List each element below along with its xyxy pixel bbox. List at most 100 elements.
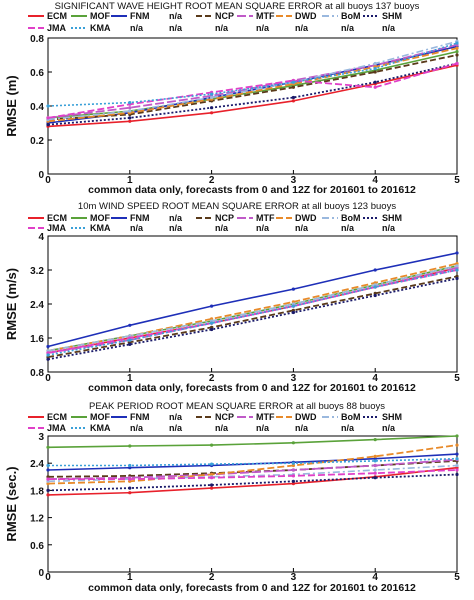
- legend-entry: n/a: [169, 213, 183, 223]
- y-tick-label: 0.8: [30, 368, 44, 379]
- legend-label-na: n/a: [341, 223, 355, 233]
- data-point-jma: [128, 477, 132, 481]
- y-tick-label: 1.2: [30, 514, 44, 525]
- series-line-mtf: [47, 458, 458, 480]
- x-axis-label: common data only, forecasts from 0 and 1…: [88, 184, 416, 196]
- data-point-fnm: [128, 466, 132, 470]
- legend-entry: JMA: [28, 423, 67, 433]
- data-point-kma: [455, 457, 459, 461]
- legend-entry: n/a: [169, 11, 183, 21]
- series-line-ncp: [47, 275, 458, 358]
- y-tick-label: 0.6: [30, 541, 44, 552]
- data-point-ncp: [291, 85, 295, 89]
- data-point-mof: [373, 438, 377, 442]
- legend-entry: n/a: [169, 412, 183, 422]
- data-point-jma: [210, 476, 214, 480]
- legend-entry: n/a: [256, 423, 270, 433]
- y-tick-label: 0: [38, 568, 44, 579]
- data-point-dwd: [46, 482, 50, 486]
- x-tick-label: 0: [45, 175, 51, 186]
- data-point-fnm: [210, 304, 214, 308]
- legend-entry: FNM: [111, 213, 150, 223]
- legend-label: KMA: [90, 23, 111, 33]
- data-point-mof: [128, 444, 132, 448]
- data-point-kma: [210, 321, 214, 325]
- legend-label-na: n/a: [169, 213, 183, 223]
- legend-label: KMA: [90, 423, 111, 433]
- data-point-bom: [455, 463, 459, 468]
- data-point-shm: [291, 95, 295, 100]
- legend-label-na: n/a: [295, 23, 309, 33]
- legend-label: BoM: [341, 213, 361, 223]
- y-axis-label: RMSE (m): [4, 75, 19, 136]
- legend-label: JMA: [47, 23, 67, 33]
- legend-label: KMA: [90, 223, 111, 233]
- series-line-shm: [47, 62, 458, 126]
- legend-entry: n/a: [215, 223, 229, 233]
- y-tick-label: 0.4: [30, 102, 44, 113]
- x-tick-label: 4: [372, 373, 378, 384]
- legend-entry: MTF: [237, 412, 275, 422]
- data-point-fnm: [291, 287, 295, 291]
- data-point-fnm: [128, 323, 132, 327]
- legend-label: ECM: [47, 412, 67, 422]
- data-point-kma: [291, 461, 295, 465]
- data-point-ecm: [291, 99, 295, 103]
- data-point-shm: [210, 327, 214, 332]
- data-point-fnm: [46, 344, 50, 349]
- y-axis-label: RMSE (sec.): [4, 466, 19, 541]
- legend-label-na: n/a: [256, 23, 270, 33]
- data-point-bom: [46, 479, 50, 483]
- legend-label: MOF: [90, 412, 110, 422]
- legend-label-na: n/a: [215, 223, 229, 233]
- x-tick-label: 2: [209, 175, 215, 186]
- legend-entry: n/a: [215, 423, 229, 433]
- legend-entry: KMA: [71, 23, 111, 33]
- x-tick-label: 0: [45, 373, 51, 384]
- x-tick-label: 4: [372, 572, 378, 583]
- legend-entry: SHM: [363, 412, 402, 422]
- legend-label-na: n/a: [382, 423, 396, 433]
- legend-entry: JMA: [28, 23, 67, 33]
- legend-entry: SHM: [363, 11, 402, 21]
- legend-entry: NCP: [196, 412, 234, 422]
- y-tick-label: 3: [38, 432, 44, 443]
- legend-entry: n/a: [256, 23, 270, 33]
- data-point-fnm: [46, 468, 50, 472]
- legend-entry: MTF: [237, 11, 275, 21]
- legend-label-na: n/a: [215, 23, 229, 33]
- legend-entry: BoM: [322, 412, 361, 422]
- legend-entry: KMA: [71, 423, 111, 433]
- series-line-bom: [47, 265, 458, 352]
- data-point-kma: [210, 462, 214, 466]
- y-tick-label: 0: [38, 170, 44, 181]
- x-tick-label: 5: [454, 175, 460, 186]
- data-point-shm: [291, 479, 295, 483]
- legend-entry: ECM: [28, 11, 67, 21]
- y-tick-label: 0.6: [30, 68, 44, 79]
- data-point-ncp: [46, 475, 50, 479]
- legend-entry: DWD: [276, 412, 317, 422]
- data-point-jma: [455, 61, 459, 66]
- data-point-mof: [210, 443, 214, 447]
- series-line-ncp: [47, 54, 458, 121]
- data-point-jma: [46, 477, 50, 481]
- legend-label-na: n/a: [169, 223, 183, 233]
- x-axis-label: common data only, forecasts from 0 and 1…: [88, 582, 416, 594]
- series-line-fnm: [47, 453, 458, 471]
- legend-entry: n/a: [169, 423, 183, 433]
- x-tick-label: 3: [291, 572, 297, 583]
- data-point-fnm: [455, 452, 459, 456]
- data-point-dwd: [291, 463, 295, 468]
- data-point-shm: [128, 486, 132, 490]
- legend-entry: NCP: [196, 11, 234, 21]
- data-point-bom: [128, 109, 132, 113]
- data-point-shm: [373, 80, 377, 84]
- data-point-bom: [373, 61, 377, 66]
- series-line-kma: [47, 269, 458, 356]
- data-point-kma: [46, 353, 50, 357]
- legend-label: ECM: [47, 213, 67, 223]
- data-point-ecm: [291, 482, 295, 486]
- data-point-kma: [46, 463, 50, 468]
- data-point-jma: [291, 474, 295, 478]
